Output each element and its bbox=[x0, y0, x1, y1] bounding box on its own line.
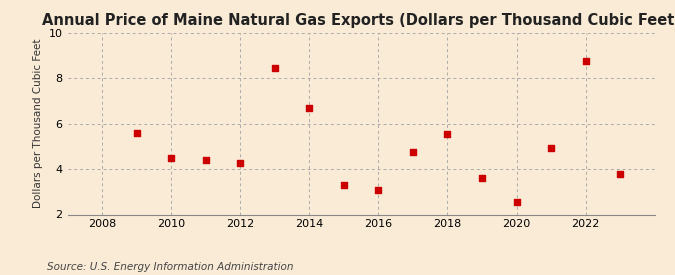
Point bbox=[408, 150, 418, 154]
Point bbox=[269, 66, 280, 70]
Point bbox=[373, 187, 384, 192]
Point bbox=[304, 106, 315, 110]
Point bbox=[511, 200, 522, 204]
Point bbox=[615, 172, 626, 176]
Point bbox=[200, 158, 211, 162]
Point bbox=[545, 145, 556, 150]
Point bbox=[338, 183, 349, 187]
Point bbox=[580, 59, 591, 64]
Point bbox=[131, 131, 142, 135]
Title: Annual Price of Maine Natural Gas Exports (Dollars per Thousand Cubic Feet): Annual Price of Maine Natural Gas Export… bbox=[42, 13, 675, 28]
Text: Source: U.S. Energy Information Administration: Source: U.S. Energy Information Administ… bbox=[47, 262, 294, 272]
Point bbox=[477, 176, 487, 180]
Point bbox=[166, 156, 177, 160]
Point bbox=[442, 132, 453, 136]
Point bbox=[235, 161, 246, 166]
Y-axis label: Dollars per Thousand Cubic Feet: Dollars per Thousand Cubic Feet bbox=[33, 39, 43, 208]
